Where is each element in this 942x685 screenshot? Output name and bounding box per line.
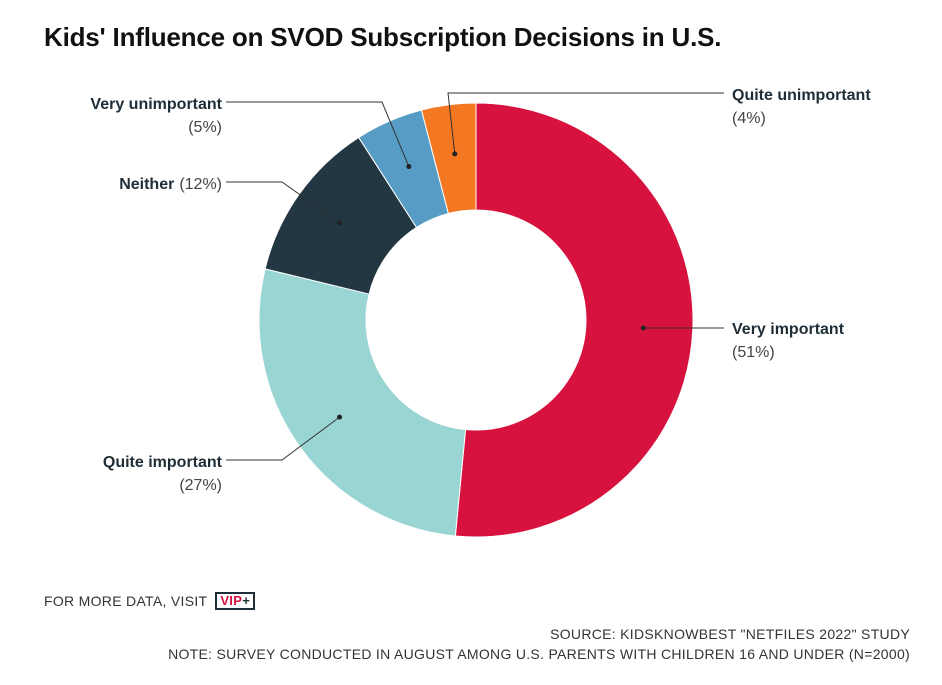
slice-label-percent: (12%) — [179, 176, 222, 193]
leader-line — [226, 416, 340, 461]
slice-quite-unimportant[interactable] — [420, 102, 477, 215]
leader-dot — [337, 220, 343, 226]
source-note: SOURCE: KIDSKNOWBEST "NETFILES 2022" STU… — [550, 626, 910, 642]
slice-label-name: Quite unimportant — [732, 87, 871, 104]
slice-label-percent: (5%) — [188, 119, 222, 136]
slice-label: Very unimportant (5%) — [90, 96, 222, 136]
slice-label: Quite important (27%) — [103, 454, 223, 494]
slice-label-percent: (4%) — [732, 110, 766, 127]
slice-label-name: Quite important — [103, 454, 223, 471]
vip-plus-logo[interactable]: VIP+ — [215, 592, 256, 610]
slice-label-name: Very unimportant — [90, 96, 222, 113]
leader-line — [226, 181, 340, 224]
slice-label: Quite unimportant (4%) — [732, 87, 871, 127]
slice-quite-important[interactable] — [258, 268, 467, 537]
more-data-text: FOR MORE DATA, VISIT — [44, 593, 208, 609]
leader-dot — [337, 414, 343, 420]
leader-dot — [640, 325, 646, 331]
slice-label: Neither (12%) — [119, 176, 222, 193]
slice-very-important[interactable] — [454, 102, 694, 538]
slice-label-name: Very important — [732, 321, 845, 338]
leader-dot — [452, 151, 458, 157]
slice-label: Very important (51%) — [732, 321, 845, 361]
leader-dot — [406, 164, 412, 170]
slice-label-name: Neither — [119, 176, 174, 193]
chart-notes: SOURCE: KIDSKNOWBEST "NETFILES 2022" STU… — [168, 624, 910, 664]
slice-label-percent: (27%) — [179, 477, 222, 494]
survey-note: NOTE: SURVEY CONDUCTED IN AUGUST AMONG U… — [168, 646, 910, 662]
vip-logo-plus: + — [242, 593, 251, 608]
slice-label-percent: (51%) — [732, 344, 775, 361]
chart-title: Kids' Influence on SVOD Subscription Dec… — [44, 22, 722, 52]
leader-line — [226, 101, 410, 167]
leader-line — [447, 92, 724, 154]
vip-logo-text: VIP — [220, 593, 243, 608]
more-data-link[interactable]: FOR MORE DATA, VISIT VIP+ — [44, 592, 256, 610]
